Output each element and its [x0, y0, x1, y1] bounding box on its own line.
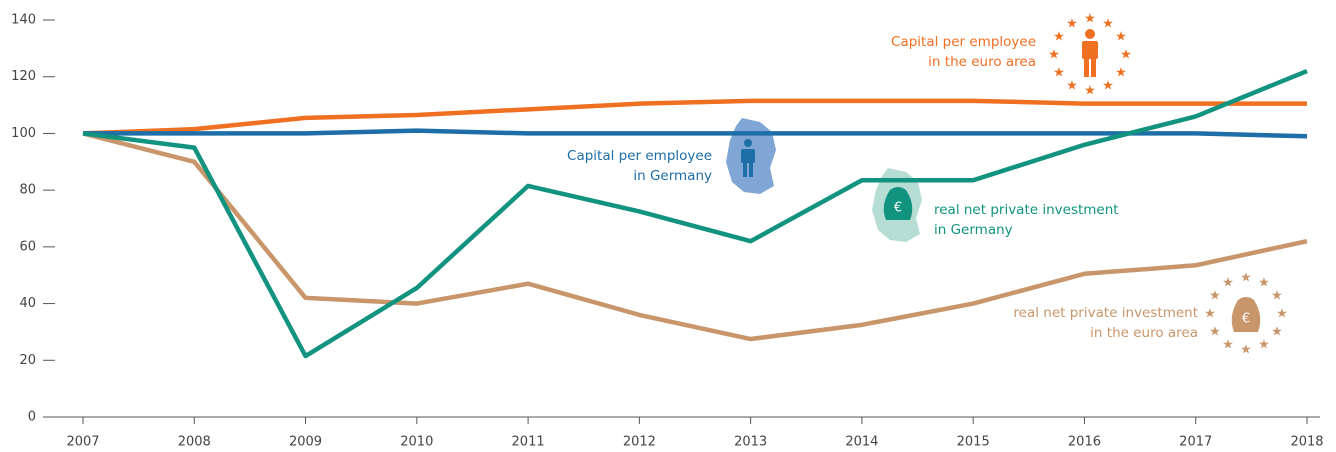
series-line [83, 128, 1308, 139]
svg-text:★: ★ [1271, 289, 1283, 304]
y-tick-label: 80 [19, 183, 36, 198]
x-tick-label: 2018 [1290, 435, 1323, 450]
x-tick-label: 2014 [845, 435, 878, 450]
x-tick-label: 2012 [623, 435, 656, 450]
svg-text:★: ★ [1048, 48, 1060, 63]
x-tick-label: 2016 [1068, 435, 1101, 450]
svg-text:★: ★ [1276, 307, 1288, 322]
x-tick-label: 2013 [734, 435, 767, 450]
svg-text:★: ★ [1209, 325, 1221, 340]
y-tick-label: 120 [11, 69, 36, 84]
x-tick-label: 2008 [178, 435, 211, 450]
series-label: Capital per employee in the euro area [891, 34, 1036, 70]
series-label: Capital per employee in Germany [567, 148, 712, 184]
germany-blue-icon [726, 118, 776, 194]
svg-text:★: ★ [1115, 30, 1127, 45]
series-line [82, 98, 1307, 136]
x-tick-label: 2007 [66, 435, 99, 450]
euro-bag-icon: ★ ★ ★★ ★★ ★★ ★★ ★★ € [1204, 271, 1288, 358]
svg-text:★: ★ [1102, 17, 1114, 32]
svg-text:★: ★ [1053, 66, 1065, 81]
y-tick-label: 40 [19, 296, 36, 311]
x-tick-label: 2009 [289, 435, 322, 450]
svg-text:★: ★ [1209, 289, 1221, 304]
svg-text:★: ★ [1066, 17, 1078, 32]
axes: 0 20 40 60 80 100 120 140 2007 2008 2009 2010 2011 20… [11, 13, 1323, 450]
svg-text:★: ★ [1120, 48, 1132, 63]
y-tick-label: 100 [11, 126, 36, 141]
svg-text:★: ★ [1102, 79, 1114, 94]
svg-text:★: ★ [1204, 307, 1216, 322]
svg-text:★: ★ [1084, 84, 1096, 99]
svg-text:★: ★ [1115, 66, 1127, 81]
x-tick-label: 2015 [957, 435, 990, 450]
y-tick-label: 20 [19, 353, 36, 368]
svg-text:€: € [894, 201, 902, 216]
svg-text:★: ★ [1084, 12, 1096, 27]
euro-stars-icon: ★ ★ ★★ ★★ ★★ ★★ ★★ [1048, 12, 1132, 99]
germany-teal-icon: € [872, 168, 922, 242]
svg-text:★: ★ [1271, 325, 1283, 340]
svg-text:★: ★ [1240, 343, 1252, 358]
svg-text:★: ★ [1066, 79, 1078, 94]
svg-text:€: € [1242, 312, 1250, 327]
series-label: real net private investment in Germany [934, 202, 1119, 238]
y-tick-label: 0 [28, 410, 36, 425]
x-tick-label: 2011 [512, 435, 545, 450]
svg-text:★: ★ [1222, 276, 1234, 291]
svg-text:★: ★ [1240, 271, 1252, 286]
series-line [82, 131, 1308, 342]
svg-text:★: ★ [1258, 338, 1270, 353]
series-line [82, 68, 1308, 359]
x-tick-label: 2017 [1179, 435, 1212, 450]
y-tick-label: 140 [11, 13, 36, 28]
svg-text:★: ★ [1053, 30, 1065, 45]
y-tick-label: 60 [19, 239, 36, 254]
x-tick-label: 2010 [400, 435, 433, 450]
svg-text:★: ★ [1222, 338, 1234, 353]
svg-text:★: ★ [1258, 276, 1270, 291]
series-label: real net private investment in the euro … [1013, 305, 1198, 341]
